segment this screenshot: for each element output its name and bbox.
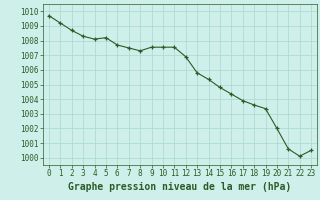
X-axis label: Graphe pression niveau de la mer (hPa): Graphe pression niveau de la mer (hPa) [68, 182, 292, 192]
